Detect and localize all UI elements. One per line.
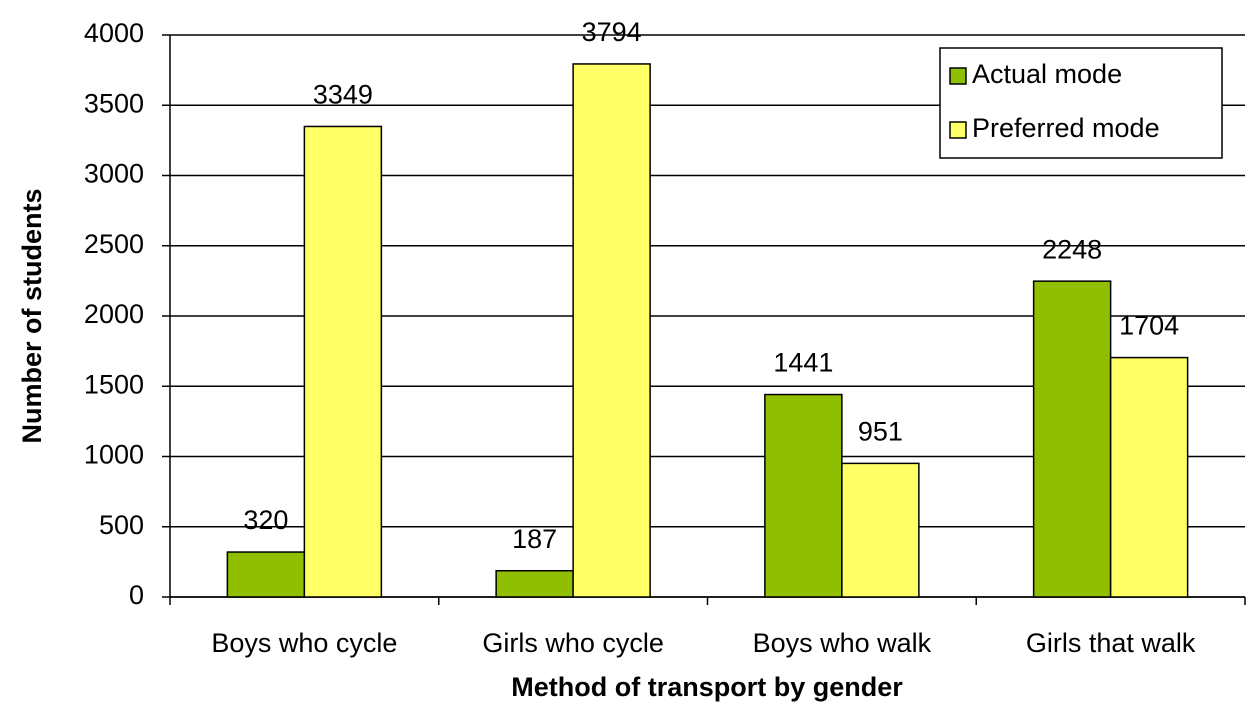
data-label: 951 bbox=[858, 417, 903, 447]
data-label: 2248 bbox=[1042, 234, 1102, 264]
y-tick-label: 2000 bbox=[84, 299, 144, 329]
y-tick-label: 3000 bbox=[84, 159, 144, 189]
bar bbox=[841, 462, 920, 598]
bar bbox=[764, 393, 843, 598]
bar bbox=[303, 125, 383, 598]
y-tick-label: 1500 bbox=[84, 369, 144, 399]
data-label: 187 bbox=[512, 524, 557, 554]
x-tick-label: Boys who cycle bbox=[211, 628, 397, 658]
bar bbox=[226, 551, 306, 598]
bar bbox=[1109, 356, 1189, 598]
x-tick-label: Girls that walk bbox=[1026, 628, 1196, 658]
x-tick-label: Boys who walk bbox=[753, 628, 932, 658]
legend-swatch bbox=[949, 121, 967, 139]
legend-box bbox=[939, 47, 1223, 159]
y-axis-title: Number of students bbox=[17, 188, 47, 443]
data-label: 3349 bbox=[313, 80, 373, 110]
legend-label: Preferred mode bbox=[972, 113, 1160, 143]
bar bbox=[1032, 280, 1112, 598]
data-label: 1441 bbox=[773, 348, 833, 378]
data-label: 1704 bbox=[1119, 311, 1179, 341]
y-tick-label: 1000 bbox=[84, 440, 144, 470]
y-tick-label: 3500 bbox=[84, 88, 144, 118]
data-label: 3794 bbox=[582, 17, 642, 47]
y-tick-label: 2500 bbox=[84, 229, 144, 259]
y-tick-label: 0 bbox=[129, 580, 144, 610]
y-tick-label: 500 bbox=[99, 510, 144, 540]
y-tick-label: 4000 bbox=[84, 18, 144, 48]
legend-swatch bbox=[949, 67, 967, 85]
data-label: 320 bbox=[243, 505, 288, 535]
x-axis-title: Method of transport by gender bbox=[511, 672, 903, 702]
legend-label: Actual mode bbox=[972, 59, 1122, 89]
bar bbox=[572, 63, 651, 598]
bar bbox=[495, 569, 574, 598]
x-tick-label: Girls who cycle bbox=[482, 628, 664, 658]
